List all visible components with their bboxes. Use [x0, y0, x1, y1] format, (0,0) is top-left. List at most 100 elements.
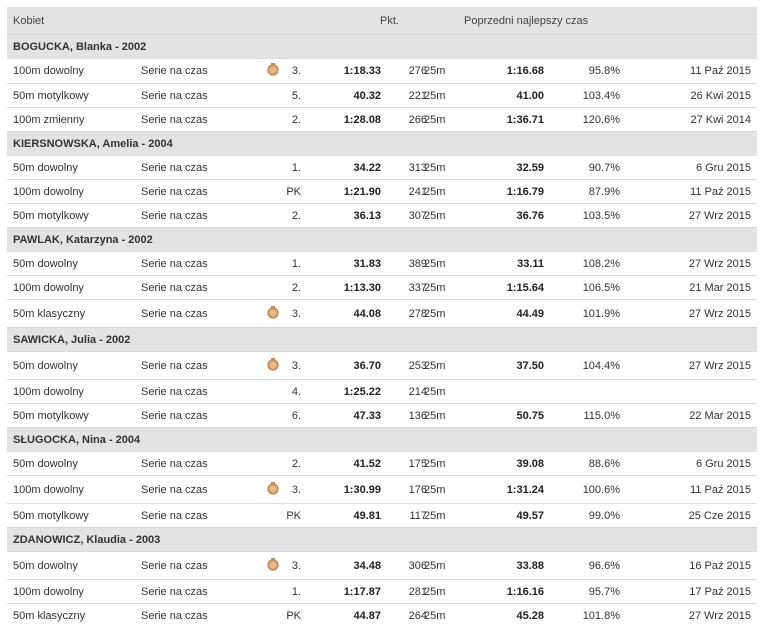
previous-best-time: 45.28	[516, 609, 544, 622]
previous-best-date: 25 Cze 2015	[688, 509, 751, 522]
previous-best-date: 22 Mar 2015	[689, 409, 751, 422]
round-name: Serie na czas	[141, 281, 208, 294]
previous-best-time: 33.11	[517, 257, 544, 270]
points: 307	[408, 209, 427, 222]
place: 4.	[291, 385, 301, 398]
place: 3.	[291, 559, 301, 572]
result-time[interactable]: 41.52	[353, 457, 381, 470]
points: 253	[408, 359, 427, 372]
result-time[interactable]: 36.70	[353, 359, 381, 372]
event-name[interactable]: 50m dowolny	[13, 161, 78, 174]
result-row: 50m dowolny Serie na czas 2. 41.52 175 25m 39.…	[7, 451, 757, 475]
event-name[interactable]: 50m klasyczny	[13, 609, 86, 622]
event-name[interactable]: 100m dowolny	[13, 65, 84, 77]
table-header: Kobiet Pkt. Poprzedni najlepszy czas	[7, 7, 757, 34]
event-name[interactable]: 100m dowolny	[13, 185, 84, 198]
athlete-name[interactable]: SAWICKA, Julia - 2002	[7, 327, 757, 351]
event-name[interactable]: 50m motylkowy	[13, 509, 89, 522]
place: PK	[286, 185, 301, 198]
round-name: Serie na czas	[141, 185, 208, 198]
result-time[interactable]: 36.13	[353, 209, 381, 222]
round-name: Serie na czas	[141, 257, 208, 270]
result-time[interactable]: 1:13.30	[343, 281, 381, 294]
result-row: 50m motylkowy Serie na czas 5. 40.32 221 25m 4…	[7, 83, 757, 107]
result-time[interactable]: 1:30.99	[343, 483, 381, 496]
result-time[interactable]: 34.22	[353, 161, 381, 174]
result-time[interactable]: 1:25.22	[343, 385, 381, 398]
result-time[interactable]: 1:28.08	[343, 113, 381, 126]
course-length: 25m	[424, 457, 446, 470]
previous-best-time: 36.76	[516, 209, 544, 222]
previous-best-time: 1:31.24	[506, 483, 544, 496]
result-time[interactable]: 47.33	[353, 409, 381, 422]
course-length: 25m	[424, 359, 446, 372]
previous-best-time: 41.00	[516, 89, 544, 102]
result-time[interactable]: 44.87	[353, 609, 381, 622]
athlete-name[interactable]: KIERSNOWSKA, Amelia - 2004	[7, 131, 757, 155]
previous-best-time: 32.59	[516, 161, 544, 174]
percentage: 88.6%	[588, 457, 620, 470]
bronze-medal-icon	[267, 481, 279, 498]
event-name[interactable]: 100m dowolny	[13, 483, 84, 496]
event-name[interactable]: 50m dowolny	[13, 257, 78, 270]
result-row: 50m dowolny Serie na czas 1. 31.83 389 25m 33.…	[7, 251, 757, 275]
percentage: 120.6%	[582, 113, 620, 126]
previous-best-date: 27 Kwi 2014	[690, 113, 751, 126]
previous-best-date: 6 Gru 2015	[695, 161, 751, 174]
bronze-medal-icon	[267, 305, 279, 322]
round-name: Serie na czas	[141, 585, 208, 598]
round-name: Serie na czas	[141, 65, 208, 77]
course-length: 25m	[424, 585, 446, 598]
result-time[interactable]: 44.08	[353, 307, 381, 320]
event-name[interactable]: 50m klasyczny	[13, 307, 86, 320]
course-length: 25m	[424, 385, 446, 398]
event-name[interactable]: 50m motylkowy	[13, 209, 89, 222]
points: 313	[408, 161, 427, 174]
place: 5.	[291, 89, 301, 102]
result-row: 50m klasyczny Serie na czas PK 44.87 264 25m 4…	[7, 603, 757, 627]
result-row: 100m dowolny Serie na czas 1. 1:17.87 281 25m…	[7, 579, 757, 603]
points: 276	[408, 65, 427, 77]
percentage: 103.5%	[582, 209, 620, 222]
event-name[interactable]: 50m dowolny	[13, 457, 78, 470]
round-name: Serie na czas	[141, 483, 208, 496]
event-name[interactable]: 100m zmienny	[13, 113, 85, 126]
event-name[interactable]: 50m dowolny	[13, 559, 78, 572]
previous-best-time: 50.75	[516, 409, 544, 422]
result-row: 50m dowolny Serie na czas 3. 36.70 253 25m 37.…	[7, 351, 757, 379]
athlete-name[interactable]: ZDANOWICZ, Klaudia - 2003	[7, 527, 757, 551]
athlete-name[interactable]: BOGUCKA, Blanka - 2002	[7, 34, 757, 58]
event-name[interactable]: 50m motylkowy	[13, 89, 89, 102]
percentage: 96.6%	[588, 559, 620, 572]
result-time[interactable]: 40.32	[353, 89, 381, 102]
points: 214	[408, 385, 427, 398]
results-table: Kobiet Pkt. Poprzedni najlepszy czas BOG…	[7, 7, 757, 627]
previous-best-date: 16 Paź 2015	[689, 559, 751, 572]
event-name[interactable]: 100m dowolny	[13, 385, 84, 398]
prev-best-header: Poprzedni najlepszy czas	[464, 15, 589, 27]
previous-best-time: 1:16.16	[506, 585, 544, 598]
result-time[interactable]: 34.48	[353, 559, 381, 572]
previous-best-date: 26 Kwi 2015	[690, 89, 751, 102]
percentage: 106.5%	[582, 281, 620, 294]
event-name[interactable]: 50m motylkowy	[13, 409, 89, 422]
event-name[interactable]: 100m dowolny	[13, 585, 84, 598]
athlete-name[interactable]: SŁUGOCKA, Nina - 2004	[7, 427, 757, 451]
percentage: 101.9%	[582, 307, 620, 320]
course-length: 25m	[424, 609, 446, 622]
result-time[interactable]: 1:17.87	[343, 585, 381, 598]
percentage: 115.0%	[583, 409, 621, 422]
result-time[interactable]: 1:18.33	[343, 65, 381, 77]
result-time[interactable]: 49.81	[353, 509, 381, 522]
result-time[interactable]: 31.83	[353, 257, 381, 270]
event-name[interactable]: 100m dowolny	[13, 281, 84, 294]
result-row: 100m dowolny Serie na czas 2. 1:13.30 337 25m…	[7, 275, 757, 299]
place: 2.	[291, 457, 301, 470]
athlete-name[interactable]: PAWLAK, Katarzyna - 2002	[7, 227, 757, 251]
event-name[interactable]: 50m dowolny	[13, 359, 78, 372]
result-time[interactable]: 1:21.90	[343, 185, 381, 198]
points: 281	[408, 585, 427, 598]
percentage: 95.7%	[588, 585, 620, 598]
round-name: Serie na czas	[141, 457, 208, 470]
course-length: 25m	[424, 89, 446, 102]
